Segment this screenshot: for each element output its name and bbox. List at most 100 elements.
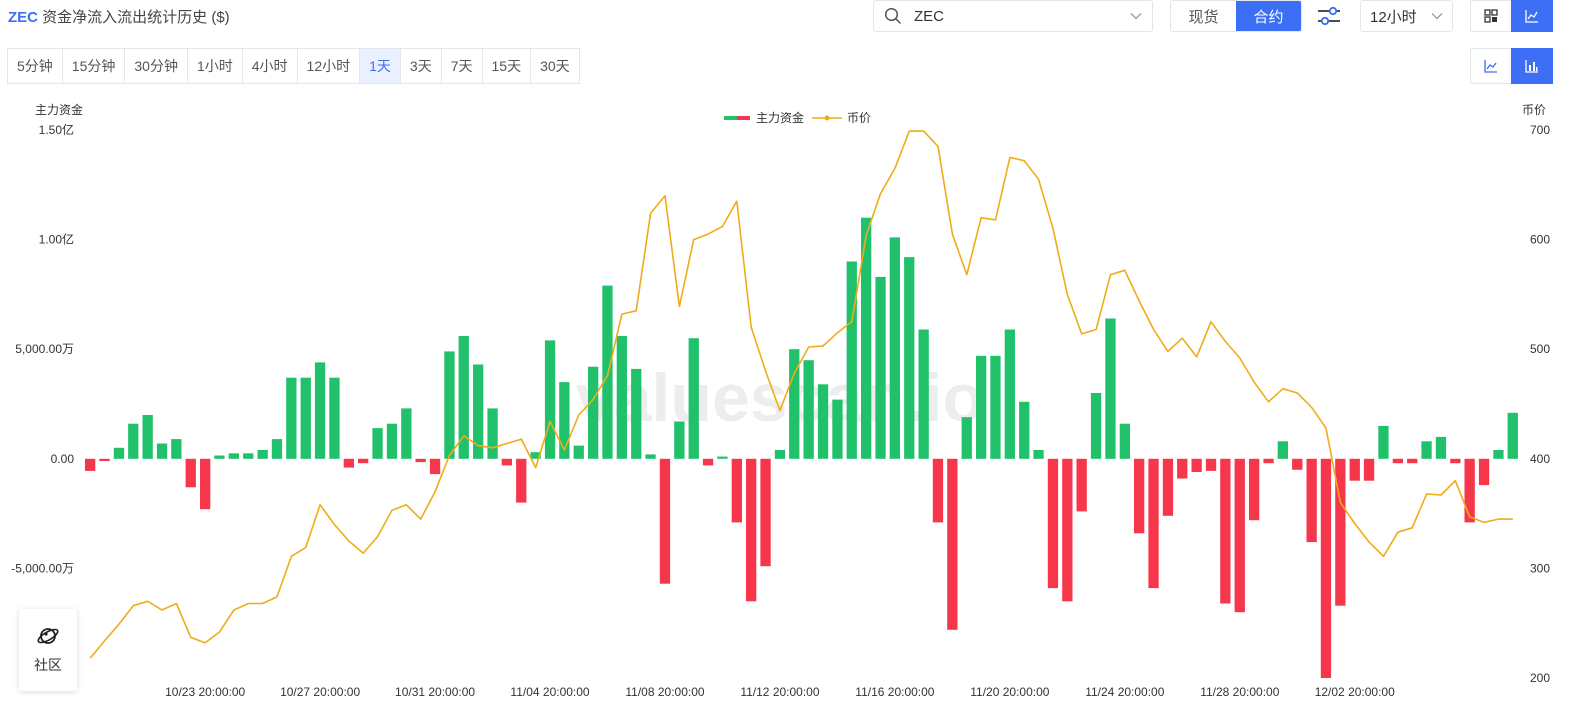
flow-bar[interactable] xyxy=(774,450,786,459)
flow-bar[interactable] xyxy=(1033,450,1044,459)
flow-bar[interactable] xyxy=(1090,393,1102,459)
period-3d[interactable]: 3天 xyxy=(401,49,442,83)
flow-bar[interactable] xyxy=(156,443,168,459)
flow-bar[interactable] xyxy=(1493,450,1504,459)
flow-bar[interactable] xyxy=(674,421,685,459)
flow-bar[interactable] xyxy=(1148,458,1159,589)
fund-flow-chart[interactable]: valuescan.io 主力资金 币价 主力资金 币价 1.50亿 1.00亿 5… xyxy=(0,96,1585,706)
flow-bar[interactable] xyxy=(415,458,426,463)
flow-bar[interactable] xyxy=(832,399,843,459)
flow-bar[interactable] xyxy=(314,362,326,459)
period-4h[interactable]: 4小时 xyxy=(243,49,298,83)
flow-bar[interactable] xyxy=(817,384,829,459)
flow-bar[interactable] xyxy=(1306,458,1317,543)
period-30d[interactable]: 30天 xyxy=(540,58,570,74)
flow-bar[interactable] xyxy=(113,447,125,459)
flow-bar[interactable] xyxy=(702,458,714,466)
flow-bar[interactable] xyxy=(1464,458,1475,523)
flow-bar[interactable] xyxy=(1435,436,1447,459)
flow-bar[interactable] xyxy=(1450,458,1461,464)
period-5m[interactable]: 5分钟 xyxy=(8,49,63,83)
flow-bar[interactable] xyxy=(1177,458,1188,479)
flow-bar[interactable] xyxy=(214,455,225,459)
flow-bar[interactable] xyxy=(976,355,987,459)
flow-bar[interactable] xyxy=(99,458,110,461)
community-button[interactable]: 社区 xyxy=(19,609,77,691)
flow-bar[interactable] xyxy=(731,458,742,523)
flow-bar[interactable] xyxy=(1363,458,1375,481)
flow-bar[interactable] xyxy=(659,458,671,584)
flow-bar[interactable] xyxy=(1507,412,1518,459)
flow-bar[interactable] xyxy=(1335,458,1346,606)
period-1h[interactable]: 1小时 xyxy=(188,49,243,83)
period-7d[interactable]: 7天 xyxy=(442,49,483,83)
flow-bar[interactable] xyxy=(1205,458,1217,471)
flow-bar[interactable] xyxy=(1191,458,1202,472)
flow-bar[interactable] xyxy=(990,355,1001,459)
flow-bar[interactable] xyxy=(185,458,196,488)
flow-bar[interactable] xyxy=(429,458,441,475)
flow-bar[interactable] xyxy=(789,349,800,459)
flow-bar[interactable] xyxy=(1047,458,1059,589)
grid-view-button[interactable] xyxy=(1470,0,1512,32)
period-30m[interactable]: 30分钟 xyxy=(125,49,188,83)
flow-bar[interactable] xyxy=(875,276,886,459)
flow-bar[interactable] xyxy=(1004,329,1015,459)
flow-bar[interactable] xyxy=(286,377,297,459)
flow-bar[interactable] xyxy=(142,415,153,459)
flow-bar[interactable] xyxy=(588,366,599,459)
bar-mode-button[interactable] xyxy=(1511,48,1553,84)
flow-bar[interactable] xyxy=(372,428,383,459)
flow-bar[interactable] xyxy=(501,458,512,466)
flow-bar[interactable] xyxy=(559,382,570,459)
flow-bar[interactable] xyxy=(1349,458,1360,481)
flow-bar[interactable] xyxy=(85,458,96,471)
flow-bar[interactable] xyxy=(1249,458,1260,521)
flow-bar[interactable] xyxy=(803,360,814,459)
flow-bar[interactable] xyxy=(932,458,944,523)
flow-bar[interactable] xyxy=(1119,423,1130,459)
period-15d[interactable]: 15天 xyxy=(483,49,532,83)
flow-bar[interactable] xyxy=(717,456,728,459)
line-view-button[interactable] xyxy=(1511,0,1553,32)
flow-bar[interactable] xyxy=(386,423,398,459)
flow-bar[interactable] xyxy=(961,417,972,459)
flow-bar[interactable] xyxy=(530,452,541,459)
flow-bar[interactable] xyxy=(1062,458,1073,602)
flow-bar[interactable] xyxy=(243,453,254,459)
flow-bar[interactable] xyxy=(631,368,642,459)
flow-bar[interactable] xyxy=(1076,458,1087,512)
flow-bar[interactable] xyxy=(602,285,613,459)
flow-bar[interactable] xyxy=(889,237,900,459)
flow-bar[interactable] xyxy=(487,408,498,459)
flow-bar[interactable] xyxy=(861,217,872,459)
period-1d[interactable]: 1天 xyxy=(360,49,401,83)
flow-bar[interactable] xyxy=(1292,458,1303,470)
price-line[interactable] xyxy=(89,130,1513,659)
flow-bar[interactable] xyxy=(171,439,182,459)
tab-futures[interactable]: 合约 xyxy=(1236,1,1301,31)
legend-price[interactable]: 币价 xyxy=(847,111,871,125)
flow-bar[interactable] xyxy=(257,450,268,459)
flow-bar[interactable] xyxy=(228,453,239,459)
flow-bar[interactable] xyxy=(1392,458,1403,464)
tab-spot[interactable]: 现货 xyxy=(1188,8,1219,26)
flow-bar[interactable] xyxy=(271,439,283,459)
flow-bar[interactable] xyxy=(1478,458,1490,486)
line-mode-button[interactable] xyxy=(1470,48,1512,84)
flow-bar[interactable] xyxy=(358,458,369,464)
flow-bar[interactable] xyxy=(573,445,584,459)
flow-bar[interactable] xyxy=(616,336,627,459)
flow-bar[interactable] xyxy=(746,458,757,602)
flow-bar[interactable] xyxy=(1220,458,1231,604)
flow-bar[interactable] xyxy=(473,364,484,459)
flow-bar[interactable] xyxy=(1320,458,1332,678)
flow-bar[interactable] xyxy=(329,377,340,459)
flow-bar[interactable] xyxy=(200,458,211,510)
flow-bar[interactable] xyxy=(516,458,527,503)
interval-select[interactable]: 12小时 xyxy=(1360,0,1453,32)
flow-bar[interactable] xyxy=(904,257,915,459)
period-12h[interactable]: 12小时 xyxy=(298,49,361,83)
sliders-icon[interactable] xyxy=(1316,4,1342,28)
flow-bar[interactable] xyxy=(1263,458,1274,464)
